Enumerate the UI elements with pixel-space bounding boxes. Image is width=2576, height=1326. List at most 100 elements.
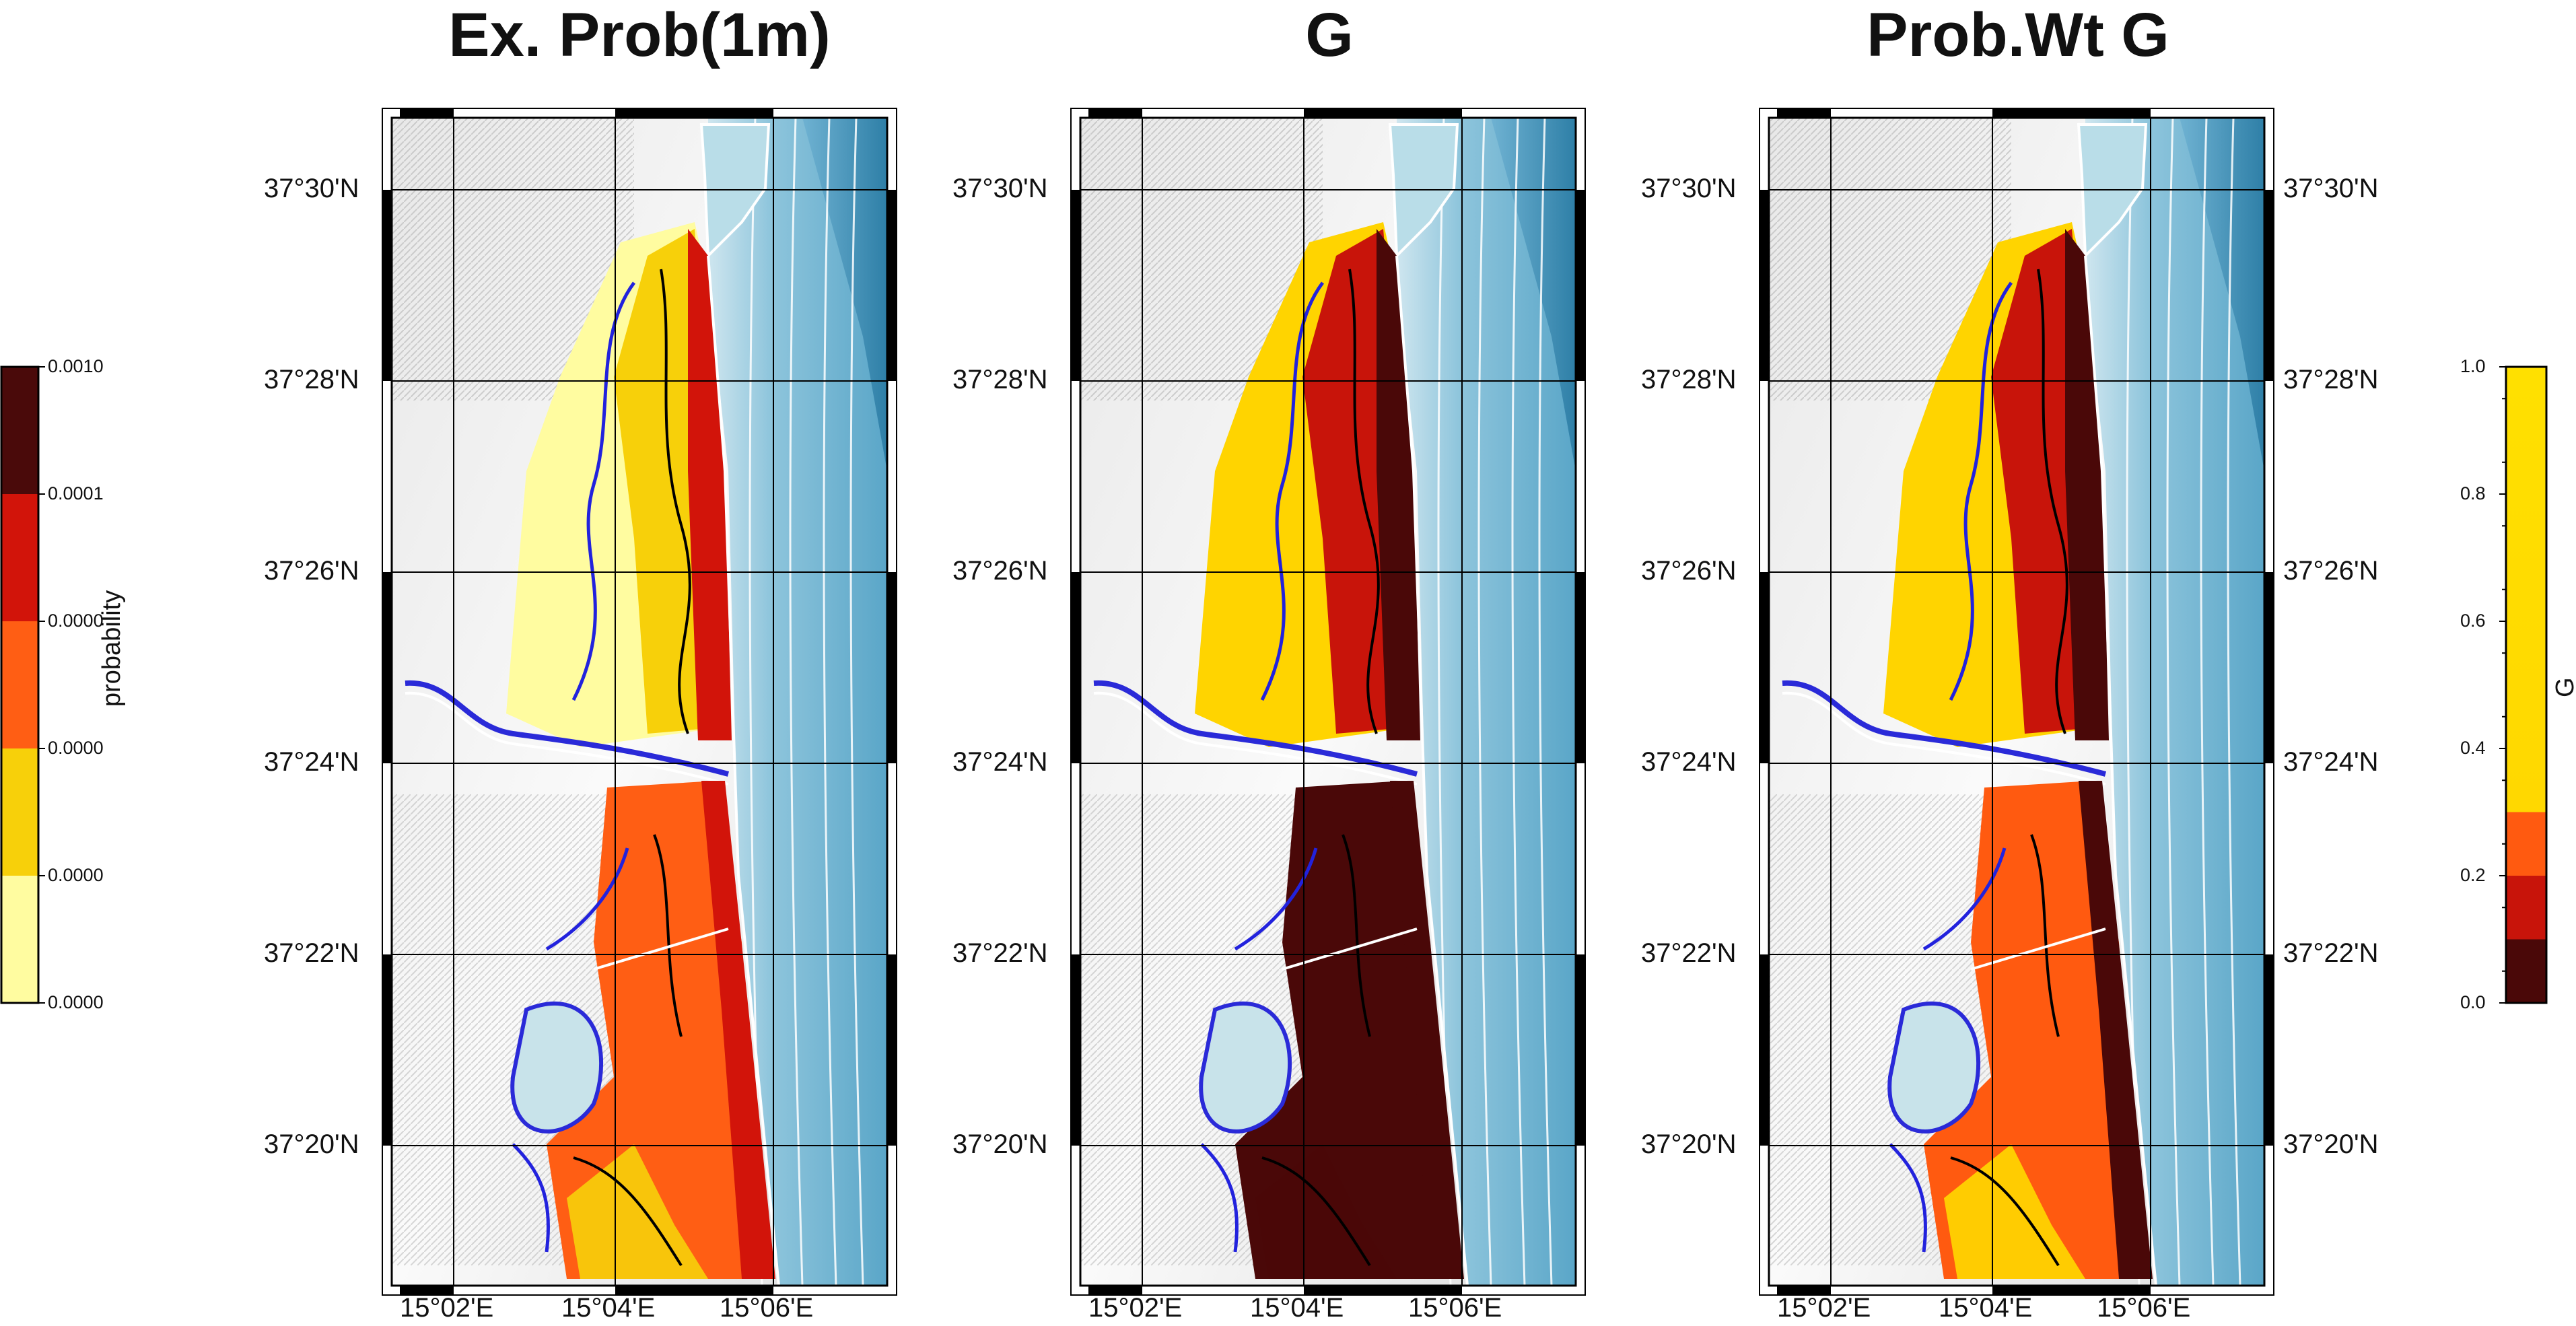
border-bar-left-2: [382, 572, 392, 763]
south-contour-black: [653, 834, 683, 1037]
river: [1093, 680, 1418, 777]
lat-label-right: 37°30'N: [2283, 174, 2379, 203]
inundation-south-lowland: [1255, 1144, 1397, 1279]
river-bank: [1782, 691, 2106, 786]
road: [593, 928, 729, 971]
lat-label-left: 37°22'N: [264, 938, 359, 968]
lat-label-right: 37°20'N: [2283, 1129, 2379, 1159]
g-color-ramp: [2506, 367, 2546, 1003]
bathymetry-contour-4: [2227, 117, 2241, 1286]
probability-color-band-2: [1, 494, 38, 621]
panel-title-probwtg: Prob.Wt G: [1867, 1, 2169, 69]
border-bar-top-2: [1992, 108, 2151, 118]
inland-contour-black: [1348, 269, 1380, 734]
border-bar-right-1: [1576, 190, 1585, 381]
probability-color-band-3: [1, 621, 38, 748]
lat-label-left: 37°26'N: [952, 556, 1048, 586]
g-tick-label: 0.2: [2460, 865, 2486, 885]
lagoon: [1887, 1001, 1981, 1133]
border-bar-top-2: [615, 108, 773, 118]
border-bar-bottom-2: [1992, 1286, 2151, 1295]
inundation-coast-south: [1390, 781, 1464, 1279]
probability-tick-label: 0.0000: [48, 610, 104, 631]
inland-contour-blue: [1949, 281, 2013, 701]
lat-label-left: 37°22'N: [1641, 938, 1737, 968]
lagoon: [1199, 1001, 1292, 1133]
lat-label-left: 37°28'N: [952, 365, 1048, 394]
bathymetry-contour-2: [2166, 117, 2181, 1286]
inundation-south-lowland: [1944, 1144, 2085, 1279]
bathymetry-contour-4: [1538, 117, 1553, 1286]
river: [405, 680, 730, 777]
probability-tick-label: 0.0000: [48, 865, 104, 885]
inland-contour-blue: [1260, 281, 1325, 701]
lat-label-left: 37°24'N: [952, 747, 1048, 777]
bathymetry-contour-2: [1477, 117, 1492, 1286]
border-bar-right-2: [1576, 572, 1585, 763]
coastline: [2084, 255, 2157, 1286]
probability-tick-label: 0.0000: [48, 738, 104, 758]
road: [1282, 928, 1418, 971]
border-bar-right-2: [2264, 572, 2274, 763]
probability-tick-label: 0.0000: [48, 992, 104, 1012]
g-tick-label: 0.0: [2460, 992, 2486, 1012]
probability-color-band-4: [1, 748, 38, 876]
border-bar-top-2: [1304, 108, 1462, 118]
lagoon: [510, 1001, 604, 1133]
south-contour-black: [1342, 834, 1371, 1037]
lon-label: 15°06'E: [2097, 1293, 2191, 1323]
lat-label-left: 37°30'N: [264, 174, 359, 203]
border-bar-left-1: [1760, 190, 1769, 381]
bathymetry-contour-3: [1511, 117, 1526, 1286]
inundation-coast-north: [2065, 229, 2109, 740]
border-bar-bottom-1: [1777, 1286, 1831, 1295]
inundation-coast-south: [701, 781, 775, 1279]
probability-tick-label: 0.0001: [48, 483, 104, 503]
lowland-contour-black: [1950, 1156, 2060, 1267]
border-bar-left-3: [382, 954, 392, 1146]
south-contour-blue: [1234, 847, 1318, 951]
lat-label-right: 37°22'N: [2283, 938, 2379, 968]
lat-label-left: 37°20'N: [264, 1129, 359, 1159]
bathymetry-contour-3: [2200, 117, 2215, 1286]
bathymetry-contour-3: [823, 117, 837, 1286]
border-bar-top-1: [1088, 108, 1142, 118]
deep-sea: [1491, 118, 1576, 471]
inundation-south-lowland: [567, 1144, 708, 1279]
lon-label: 15°04'E: [1939, 1293, 2033, 1323]
border-bar-bottom-1: [400, 1286, 454, 1295]
border-bar-right-2: [887, 572, 897, 763]
lat-label-left: 37°20'N: [952, 1129, 1048, 1159]
probability-color-band-5: [1, 876, 38, 1003]
sea: [708, 118, 887, 1286]
lon-label: 15°06'E: [1408, 1293, 1502, 1323]
lowland-contour-black: [1261, 1156, 1371, 1267]
sea: [1397, 118, 1576, 1286]
road: [1970, 928, 2106, 971]
lat-label-left: 37°20'N: [1641, 1129, 1737, 1159]
colorbar-g-title: G: [2551, 677, 2576, 697]
map-panel-2: [1070, 108, 1586, 1296]
lagoon-contour-blue: [1200, 1143, 1239, 1253]
map-panel-1: [382, 108, 897, 1296]
inland-contour-blue: [571, 281, 636, 701]
lat-label-left: 37°28'N: [264, 365, 359, 394]
panel-title-exprob: Ex. Prob(1m): [448, 1, 831, 69]
bathymetry-contour-1: [749, 117, 763, 1286]
south-contour-blue: [1922, 847, 2007, 951]
lat-label-left: 37°30'N: [952, 174, 1048, 203]
bathymetry-contour-4: [849, 117, 864, 1286]
probability-tick-label: 0.0010: [48, 356, 104, 376]
lat-label-right: 37°24'N: [2283, 747, 2379, 777]
lowland-contour-black: [573, 1156, 683, 1267]
border-bar-top-1: [400, 108, 454, 118]
coastline: [1395, 255, 1469, 1286]
border-bar-right-3: [1576, 954, 1585, 1146]
bathymetry-contour-1: [2126, 117, 2140, 1286]
lon-label: 15°06'E: [720, 1293, 814, 1323]
south-contour-blue: [545, 847, 629, 951]
border-bar-bottom-2: [1304, 1286, 1462, 1295]
border-bar-left-3: [1760, 954, 1769, 1146]
g-tick-label: 0.8: [2460, 483, 2486, 503]
